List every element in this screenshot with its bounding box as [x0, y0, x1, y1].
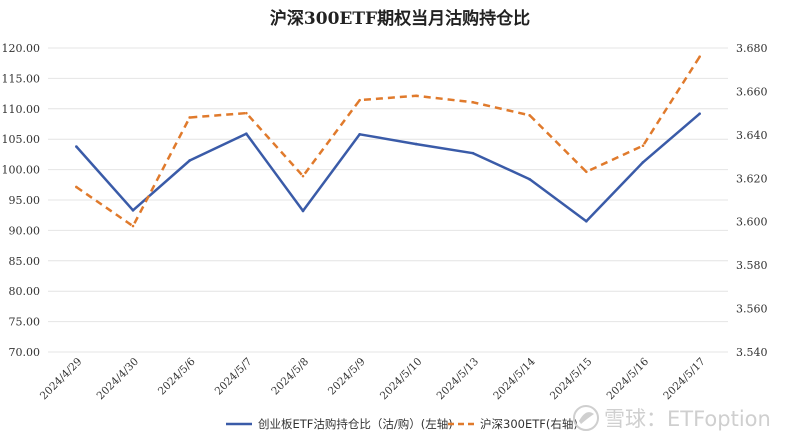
data-point — [301, 174, 305, 178]
data-point — [245, 132, 248, 136]
right-tick-label: 3.680 — [736, 42, 768, 55]
right-axis-ticks: 3.540 3.560 3.580 3.600 3.620 3.640 3.660 3.680 — [736, 42, 768, 359]
series-line-right-axis — [75, 56, 701, 228]
right-tick-label: 3.580 — [736, 259, 768, 272]
x-tick-label: 2024/5/17 — [661, 356, 708, 403]
left-tick-label: 75.00 — [9, 316, 41, 329]
data-point — [358, 98, 361, 102]
x-tick-label: 2024/5/7 — [213, 356, 255, 398]
left-tick-label: 80.00 — [9, 285, 41, 298]
x-tick-label: 2024/5/14 — [491, 355, 538, 402]
right-tick-label: 3.620 — [736, 172, 768, 185]
data-point — [528, 178, 531, 181]
left-tick-label: 95.00 — [9, 194, 41, 207]
x-axis-ticks: 2024/4/29 2024/4/30 2024/5/6 2024/5/7 2024/5… — [38, 355, 708, 402]
data-point — [358, 133, 361, 136]
chart-title: 沪深300ETF期权当月沽购持仓比 — [270, 8, 530, 29]
data-point — [75, 145, 78, 148]
x-tick-label: 2024/5/13 — [435, 356, 482, 403]
data-point — [698, 112, 701, 115]
right-tick-label: 3.660 — [736, 85, 768, 98]
left-tick-label: 120.00 — [2, 42, 41, 55]
right-tick-label: 3.640 — [736, 129, 768, 142]
right-tick-label: 3.560 — [736, 303, 768, 316]
gridlines — [48, 47, 728, 353]
data-point — [641, 161, 645, 164]
data-point — [415, 94, 418, 98]
left-tick-label: 70.00 — [9, 346, 41, 359]
data-point — [698, 55, 701, 58]
data-point — [75, 185, 78, 189]
x-tick-label: 2024/5/9 — [326, 356, 368, 398]
left-tick-label: 90.00 — [9, 224, 41, 237]
x-tick-label: 2024/5/16 — [605, 355, 652, 402]
legend-label-left-series: 创业板ETF沽购持仓比（沽/购）(左轴) — [258, 417, 453, 431]
data-point — [188, 116, 191, 119]
data-point — [188, 159, 191, 162]
data-point — [415, 142, 418, 146]
data-point — [131, 209, 135, 212]
data-point — [585, 219, 588, 223]
watermark: 雪球：ETFoption — [573, 405, 771, 431]
left-tick-label: 105.00 — [2, 133, 41, 146]
data-point — [471, 151, 475, 155]
data-point — [131, 224, 135, 228]
data-point — [301, 209, 305, 213]
right-tick-label: 3.600 — [736, 216, 768, 229]
x-tick-label: 2024/5/15 — [548, 356, 595, 403]
snowball-logo-icon — [573, 405, 599, 431]
left-axis-ticks: 70.00 75.00 80.00 85.00 90.00 95.00 100.00 105.… — [2, 42, 41, 359]
x-tick-label: 2024/5/8 — [269, 356, 311, 398]
data-point — [641, 144, 645, 148]
left-tick-label: 115.00 — [2, 72, 41, 85]
legend-label-right-series: 沪深300ETF(右轴) — [480, 417, 578, 431]
legend: 创业板ETF沽购持仓比（沽/购）(左轴) 沪深300ETF(右轴) — [226, 417, 578, 431]
data-point — [471, 100, 475, 104]
x-tick-label: 2024/5/10 — [378, 356, 425, 403]
data-point — [528, 114, 531, 117]
left-tick-label: 100.00 — [2, 164, 41, 177]
x-tick-label: 2024/4/30 — [95, 356, 142, 403]
x-tick-label: 2024/4/29 — [38, 356, 85, 403]
series-lines — [75, 55, 701, 228]
data-point — [245, 111, 248, 115]
series-line-left-axis — [75, 112, 701, 223]
x-tick-label: 2024/5/6 — [156, 355, 198, 397]
data-point — [585, 170, 588, 174]
right-tick-label: 3.540 — [736, 346, 768, 359]
left-tick-label: 110.00 — [2, 103, 41, 116]
left-tick-label: 85.00 — [9, 255, 41, 268]
watermark-text: 雪球：ETFoption — [604, 407, 771, 431]
